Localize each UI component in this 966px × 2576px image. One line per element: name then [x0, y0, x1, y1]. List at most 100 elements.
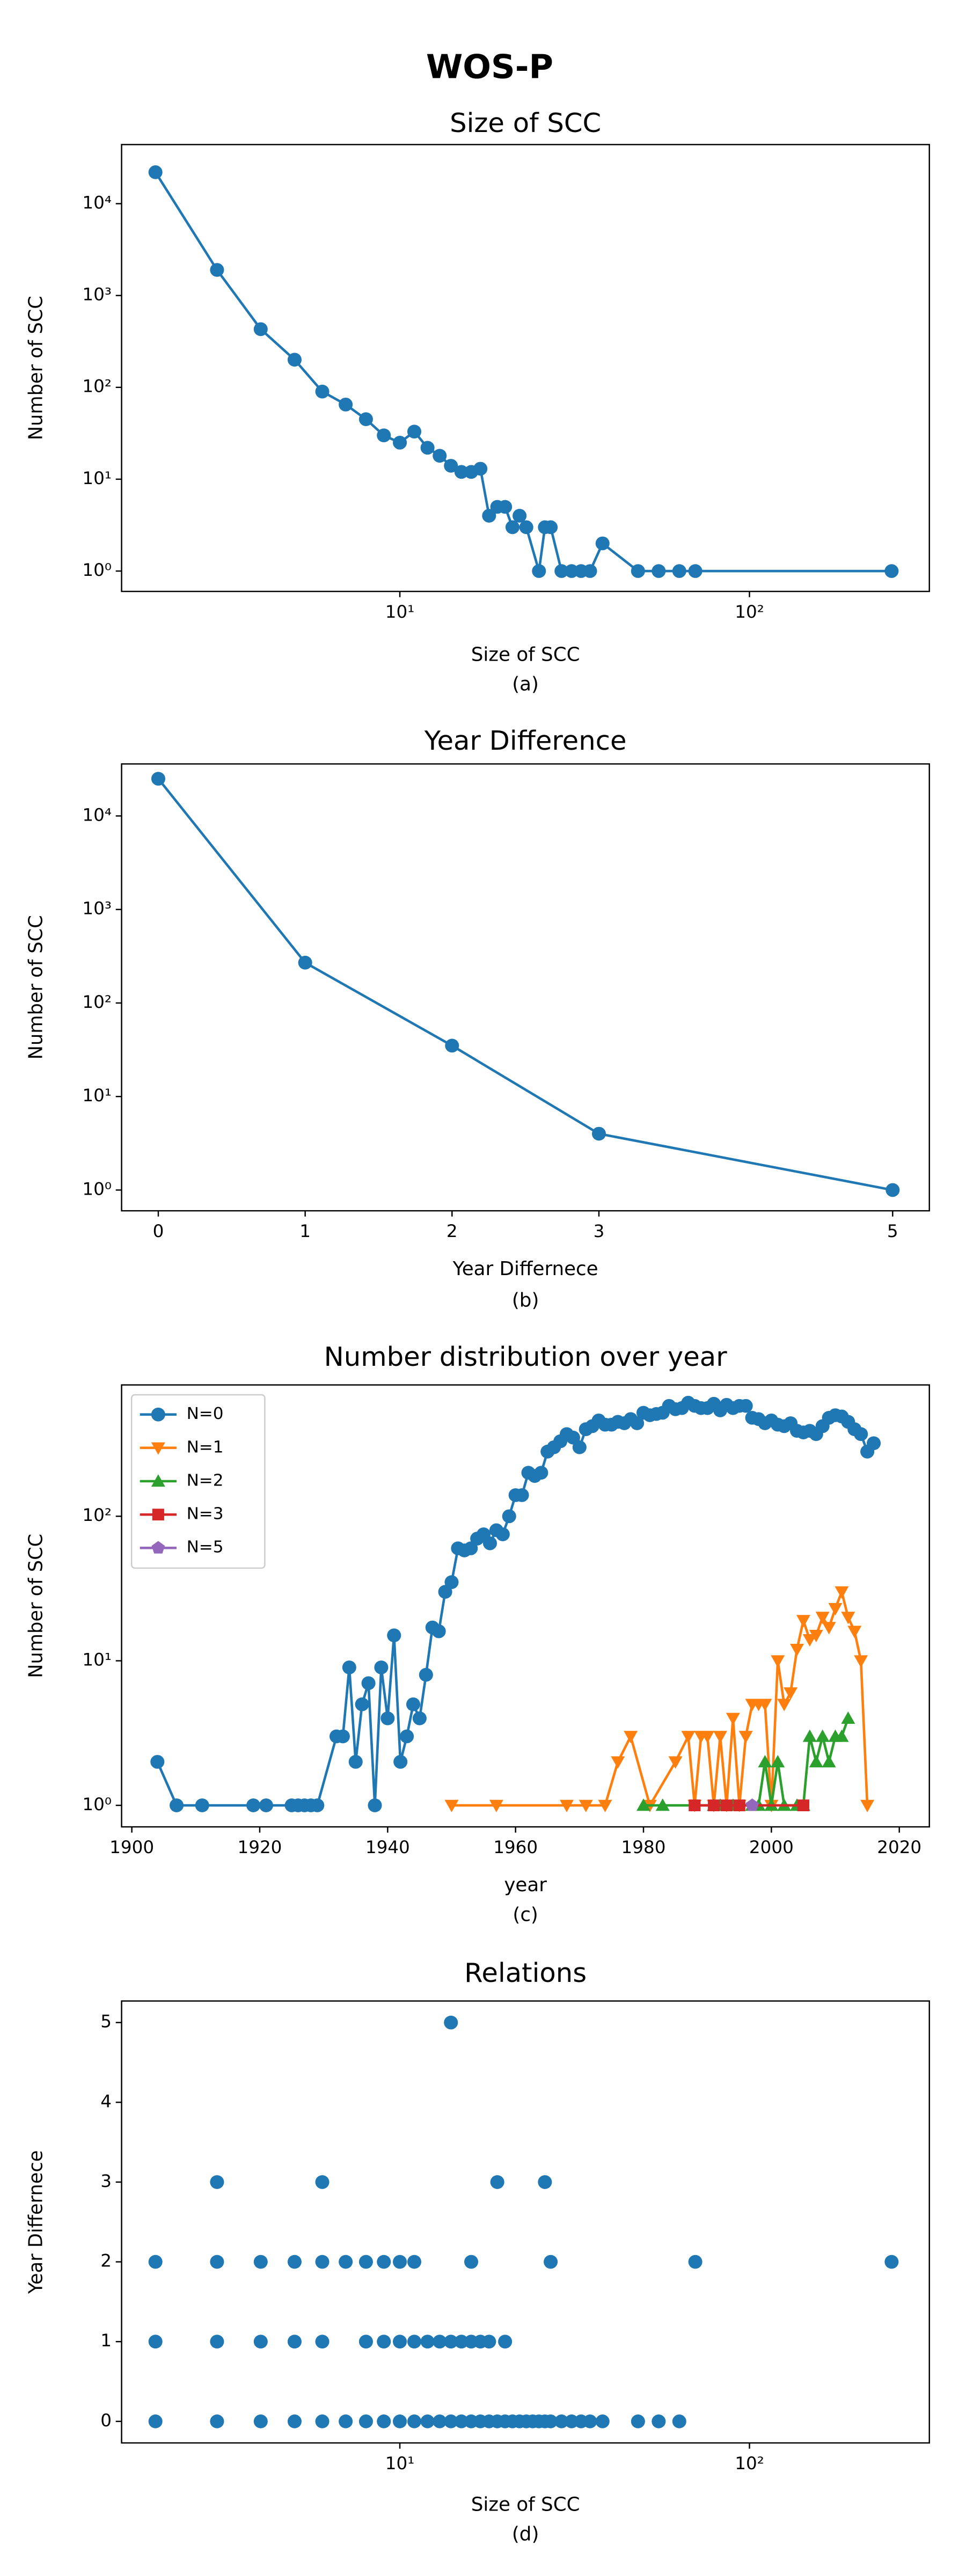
marker — [591, 1126, 606, 1141]
marker — [515, 1488, 529, 1502]
marker — [148, 165, 163, 179]
marker — [380, 1711, 395, 1725]
marker — [502, 1509, 516, 1524]
marker — [210, 263, 224, 277]
x-axis-label: Size of SCC — [471, 2494, 580, 2516]
plot-frame — [121, 763, 930, 1212]
marker — [377, 2255, 391, 2269]
marker — [631, 564, 645, 578]
x-tick-label: 2 — [447, 1221, 458, 1241]
marker — [387, 1628, 401, 1643]
y-tick-label: 10¹ — [82, 1085, 112, 1106]
series-line — [157, 778, 893, 1191]
marker — [828, 1602, 843, 1616]
marker — [513, 509, 527, 523]
marker — [210, 2334, 224, 2349]
x-axis-label: year — [504, 1874, 547, 1896]
marker — [420, 2334, 435, 2349]
marker — [688, 2255, 702, 2269]
caption: (b) — [512, 1290, 539, 1312]
marker — [495, 1527, 510, 1541]
marker — [419, 1667, 433, 1682]
marker — [444, 1575, 459, 1589]
marker — [784, 1687, 798, 1700]
marker — [454, 2334, 469, 2349]
marker — [342, 1660, 356, 1674]
y-axis-label: Number of SCC — [25, 296, 47, 440]
marker — [519, 520, 533, 535]
legend-marker — [151, 1541, 165, 1554]
chart-title: Relations — [464, 1957, 587, 1988]
x-tick-label: 1940 — [365, 1837, 410, 1857]
legend-label: N=0 — [187, 1404, 224, 1423]
y-tick-label: 5 — [100, 2011, 112, 2032]
chart-title: Number distribution over year — [324, 1341, 728, 1372]
marker — [253, 2334, 268, 2349]
marker — [854, 1655, 868, 1668]
marker — [368, 1798, 382, 1812]
marker — [583, 564, 597, 578]
marker — [554, 2414, 569, 2428]
marker — [489, 1799, 503, 1812]
chart-title: Year Difference — [424, 725, 627, 756]
marker — [246, 1798, 261, 1812]
x-tick-label: 10² — [735, 602, 764, 622]
marker — [473, 462, 488, 476]
marker — [490, 2175, 504, 2189]
x-tick-label: 1980 — [621, 1837, 666, 1857]
marker — [339, 2255, 353, 2269]
marker — [700, 1731, 715, 1744]
y-tick-label: 10⁴ — [82, 805, 112, 825]
marker — [253, 2414, 268, 2428]
marker — [598, 1799, 612, 1812]
marker — [655, 1798, 670, 1811]
y-tick-label: 3 — [100, 2171, 112, 2191]
x-tick-label: 1900 — [109, 1837, 154, 1857]
marker — [393, 435, 407, 450]
marker — [505, 520, 519, 535]
marker — [361, 1676, 376, 1690]
marker — [538, 2175, 552, 2189]
marker — [377, 428, 391, 443]
marker — [720, 1799, 733, 1811]
marker — [636, 1798, 651, 1811]
marker — [420, 2414, 435, 2428]
x-tick-label: 1960 — [493, 1837, 538, 1857]
x-tick-label: 2000 — [749, 1837, 794, 1857]
marker — [758, 1699, 772, 1711]
marker — [148, 2334, 163, 2349]
marker — [809, 1629, 823, 1643]
marker — [572, 1440, 587, 1454]
marker — [802, 1729, 817, 1742]
marker — [771, 1755, 785, 1768]
marker — [884, 2255, 899, 2269]
marker — [809, 1755, 823, 1768]
marker — [210, 2175, 224, 2189]
caption: (c) — [513, 1904, 538, 1926]
marker — [544, 2255, 558, 2269]
y-axis-label: Number of SCC — [25, 915, 47, 1059]
marker — [253, 322, 268, 336]
marker — [287, 353, 302, 367]
y-tick-label: 10³ — [82, 284, 112, 305]
marker — [406, 1697, 421, 1711]
y-tick-label: 10⁰ — [82, 560, 112, 580]
marker — [393, 2255, 407, 2269]
marker — [652, 2414, 666, 2428]
marker — [151, 772, 166, 786]
marker — [777, 1699, 792, 1711]
y-axis-label: Number of SCC — [25, 1534, 47, 1678]
marker — [315, 2255, 330, 2269]
legend-marker — [151, 1442, 165, 1455]
marker — [374, 1660, 389, 1674]
x-tick-label: 10² — [735, 2453, 764, 2473]
legend: N=0 N=1 N=2 N=3 N=5 — [130, 1394, 266, 1569]
marker — [407, 2414, 422, 2428]
marker — [412, 1711, 427, 1725]
marker — [789, 1644, 804, 1657]
marker — [841, 1711, 855, 1724]
marker — [595, 536, 610, 551]
y-axis-label: Year Differnece — [25, 2150, 47, 2294]
marker — [796, 1615, 810, 1628]
y-tick-label: 10⁰ — [82, 1794, 112, 1814]
